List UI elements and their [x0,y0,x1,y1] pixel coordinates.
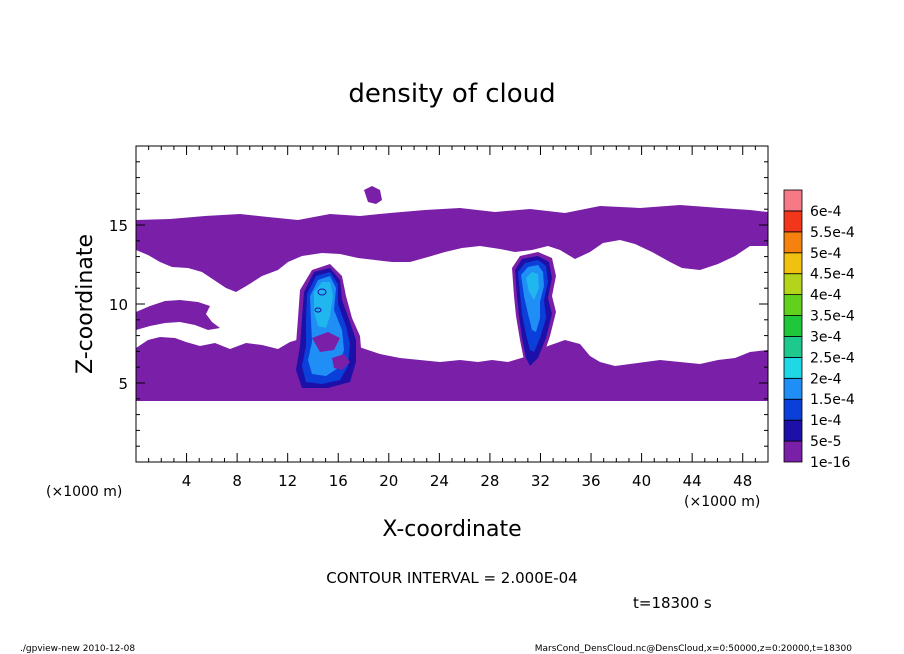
colorbar-swatch [783,377,803,400]
plume-2 [512,252,556,370]
colorbar-label: 2.5e-4 [810,350,855,366]
x-tick-label: 4 [182,472,192,490]
cloud-left-band [136,300,220,330]
colorbar-label: 3e-4 [810,329,842,345]
x-tick-label: 16 [329,472,348,490]
colorbar-label: 2e-4 [810,371,842,387]
x-tick-label: 32 [531,472,550,490]
colorbar-swatch [783,356,803,379]
cloud-lower-layer [136,336,768,401]
y-tick-label: 5 [118,375,128,393]
plot-background [136,146,768,462]
colorbar-swatch [783,189,803,212]
y-tick-label: 10 [109,296,128,314]
colorbar-label: 5e-4 [810,246,842,262]
colorbar: 1e-16 5e-5 1e-4 1.5e-4 2e-4 2.5e-4 3e-4 3.5e-4 4… [783,189,855,471]
cloud-top-blob [364,186,382,204]
colorbar-label: 6e-4 [810,204,842,220]
colorbar-swatch [783,231,803,254]
x-tick-label: 24 [430,472,449,490]
colorbar-swatch [783,273,803,296]
x-axis-label: X-coordinate [382,517,521,542]
x-tick-label: 28 [480,472,499,490]
x-tick-label: 36 [581,472,600,490]
colorbar-swatch [783,315,803,337]
colorbar-label: 1.5e-4 [810,392,855,408]
y-tick-label: 15 [109,217,128,235]
colorbar-label: 5e-5 [810,434,841,450]
colorbar-swatch [783,398,803,421]
colorbar-swatch [783,294,803,316]
colorbar-swatch [783,210,803,233]
colorbar-swatch [783,440,803,463]
colorbar-label: 3.5e-4 [810,309,855,325]
x-tick-label: 8 [232,472,242,490]
colorbar-swatch [783,336,803,358]
footer-left: ./gpview-new 2010-12-08 [20,644,135,654]
x-tick-label: 44 [683,472,702,490]
plume-1 [290,264,362,392]
colorbar-label: 4.5e-4 [810,267,855,283]
x-tick-label: 20 [379,472,398,490]
x-tick-label: 40 [632,472,651,490]
y-unit-label: (×1000 m) [46,484,122,500]
x-tick-label: 12 [278,472,297,490]
colorbar-label: 5.5e-4 [810,225,855,241]
chart-title: density of cloud [348,79,555,109]
x-unit-label: (×1000 m) [684,494,760,510]
contour-interval: CONTOUR INTERVAL = 2.000E-04 [326,569,577,587]
colorbar-swatch [783,252,803,275]
colorbar-label: 1e-4 [810,413,842,429]
cloud-upper-layer [136,205,768,292]
y-axis-label: Z-coordinate [73,234,98,374]
colorbar-label: 1e-16 [810,455,850,471]
colorbar-swatch [783,419,803,442]
x-tick-label: 48 [733,472,752,490]
colorbar-label: 4e-4 [810,288,842,304]
cloud-lower-left-edge [136,337,186,358]
time-label: t=18300 s [633,594,712,612]
x-axis: 4 8 12 16 20 24 28 32 36 40 44 48 [148,146,756,490]
footer-right: MarsCond_DensCloud.nc@DensCloud,x=0:5000… [535,644,852,654]
y-axis: 5 10 15 [109,161,768,447]
